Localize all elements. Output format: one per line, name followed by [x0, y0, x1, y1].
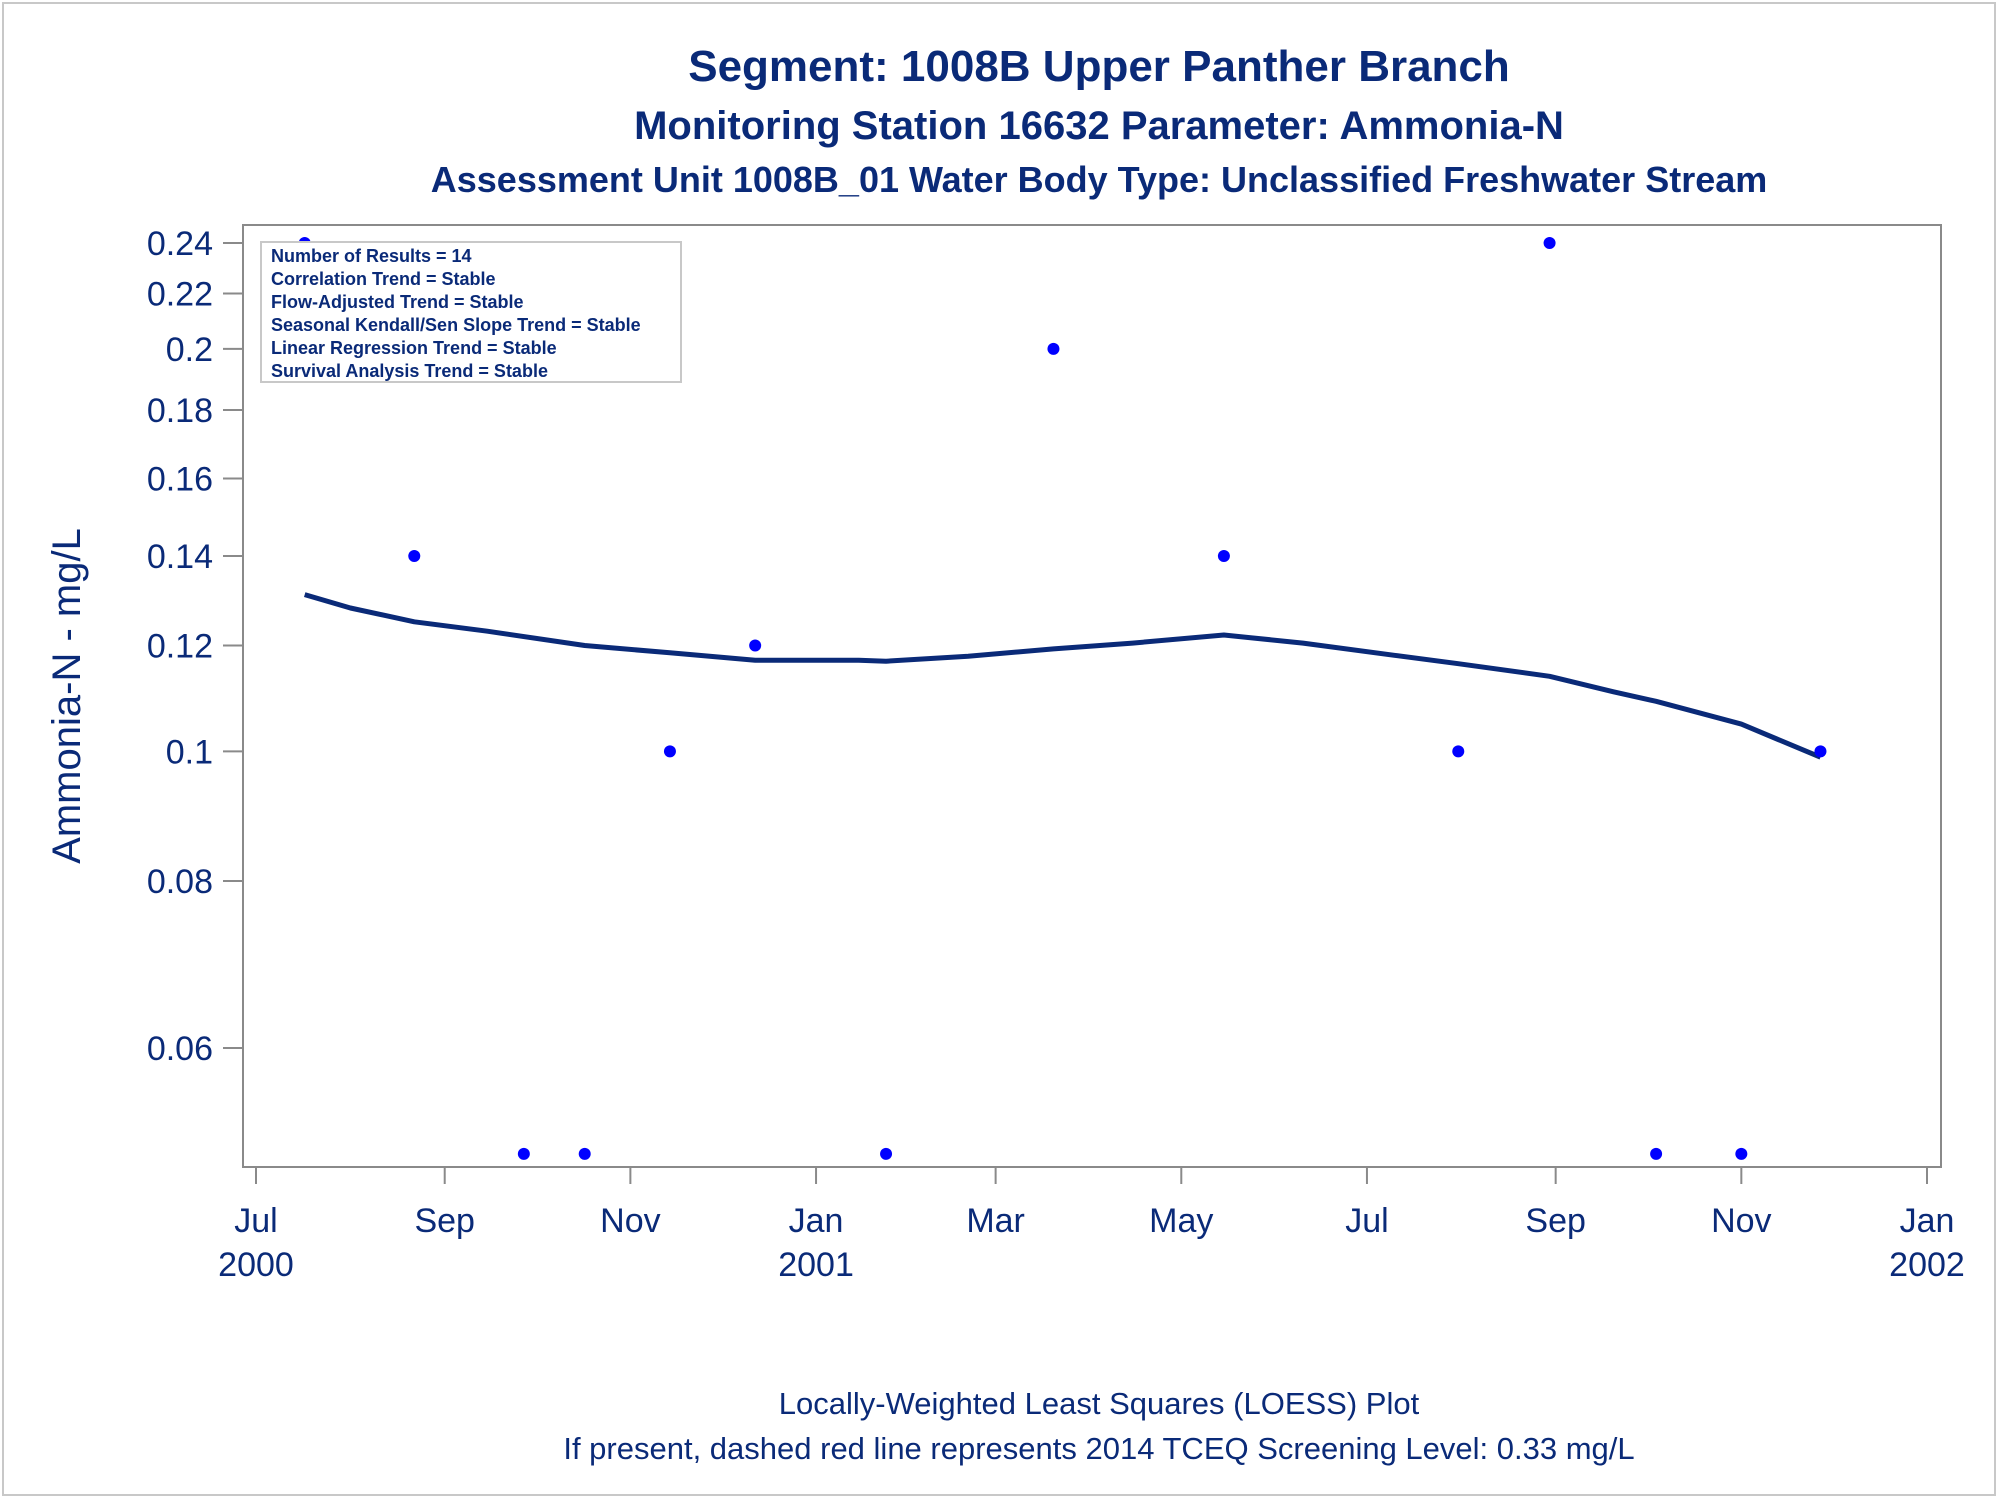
x-tick-year-label: 2000	[218, 1246, 294, 1284]
y-tick-label: 0.06	[147, 1030, 213, 1068]
stats-line: Linear Regression Trend = Stable	[271, 338, 557, 358]
data-point	[1047, 342, 1060, 355]
x-tick-year-label: 2002	[1889, 1246, 1965, 1284]
chart-subtitle-2: Assessment Unit 1008B_01 Water Body Type…	[431, 159, 1768, 200]
y-tick-label: 0.16	[147, 460, 213, 498]
stats-box-border	[260, 241, 682, 383]
trend-stats-box: Number of Results = 14 Correlation Trend …	[260, 241, 682, 383]
data-point	[880, 1147, 893, 1160]
x-tick-label: May	[1149, 1202, 1213, 1240]
y-tick-label: 0.12	[147, 628, 213, 666]
x-tick-label: Jan	[1900, 1202, 1955, 1240]
data-point	[663, 745, 676, 758]
x-axis: Jul 2000 Sep Nov Jan 2001 Mar May Jul Sep Nov Jan 20…	[218, 1167, 1965, 1284]
x-tick-label: Jul	[1345, 1202, 1388, 1240]
data-point	[1735, 1147, 1748, 1160]
y-tick-label: 0.24	[147, 225, 213, 263]
chart-subtitle: Monitoring Station 16632 Parameter: Ammo…	[634, 104, 1564, 148]
stats-line: Seasonal Kendall/Sen Slope Trend = Stabl…	[271, 315, 641, 335]
chart-title: Segment: 1008B Upper Panther Branch	[688, 42, 1510, 91]
y-tick-label: 0.1	[166, 733, 213, 771]
footnote-1: Locally-Weighted Least Squares (LOESS) P…	[779, 1386, 1420, 1421]
y-tick-label: 0.2	[166, 331, 213, 369]
stats-line: Correlation Trend = Stable	[271, 269, 496, 289]
data-point	[517, 1147, 530, 1160]
y-tick-label: 0.08	[147, 863, 213, 901]
stats-line: Flow-Adjusted Trend = Stable	[271, 292, 524, 312]
plot-area	[242, 224, 1942, 1168]
stats-line: Survival Analysis Trend = Stable	[271, 361, 548, 381]
data-point	[578, 1147, 591, 1160]
data-point	[1650, 1147, 1663, 1160]
data-point	[408, 549, 421, 562]
data-point	[1452, 745, 1465, 758]
x-tick-label: Mar	[966, 1202, 1025, 1240]
x-tick-label: Sep	[414, 1202, 475, 1240]
loess-line-layer	[303, 592, 1822, 760]
y-axis: 0.06 0.08 0.1 0.12 0.14 0.16 0.18 0.2 0.22 0.24	[147, 225, 243, 1068]
data-point	[1814, 745, 1827, 758]
x-tick-year-label: 2001	[778, 1246, 854, 1284]
data-point	[1543, 237, 1556, 249]
stats-line: Number of Results = 14	[271, 246, 472, 266]
x-tick-label: Nov	[1711, 1202, 1771, 1240]
data-point	[1217, 549, 1230, 562]
loess-line	[303, 592, 1822, 760]
y-tick-label: 0.18	[147, 392, 213, 430]
data-point	[749, 639, 762, 652]
y-tick-label: 0.14	[147, 538, 213, 576]
x-tick-label: Sep	[1525, 1202, 1586, 1240]
x-tick-label: Nov	[600, 1202, 660, 1240]
y-axis-label: Ammonia-N - mg/L	[45, 528, 89, 864]
x-tick-label: Jan	[789, 1202, 844, 1240]
x-tick-label: Jul	[234, 1202, 277, 1240]
y-tick-label: 0.22	[147, 276, 213, 314]
chart: Segment: 1008B Upper Panther Branch Moni…	[45, 42, 1965, 1466]
footnote-2: If present, dashed red line represents 2…	[563, 1431, 1634, 1466]
